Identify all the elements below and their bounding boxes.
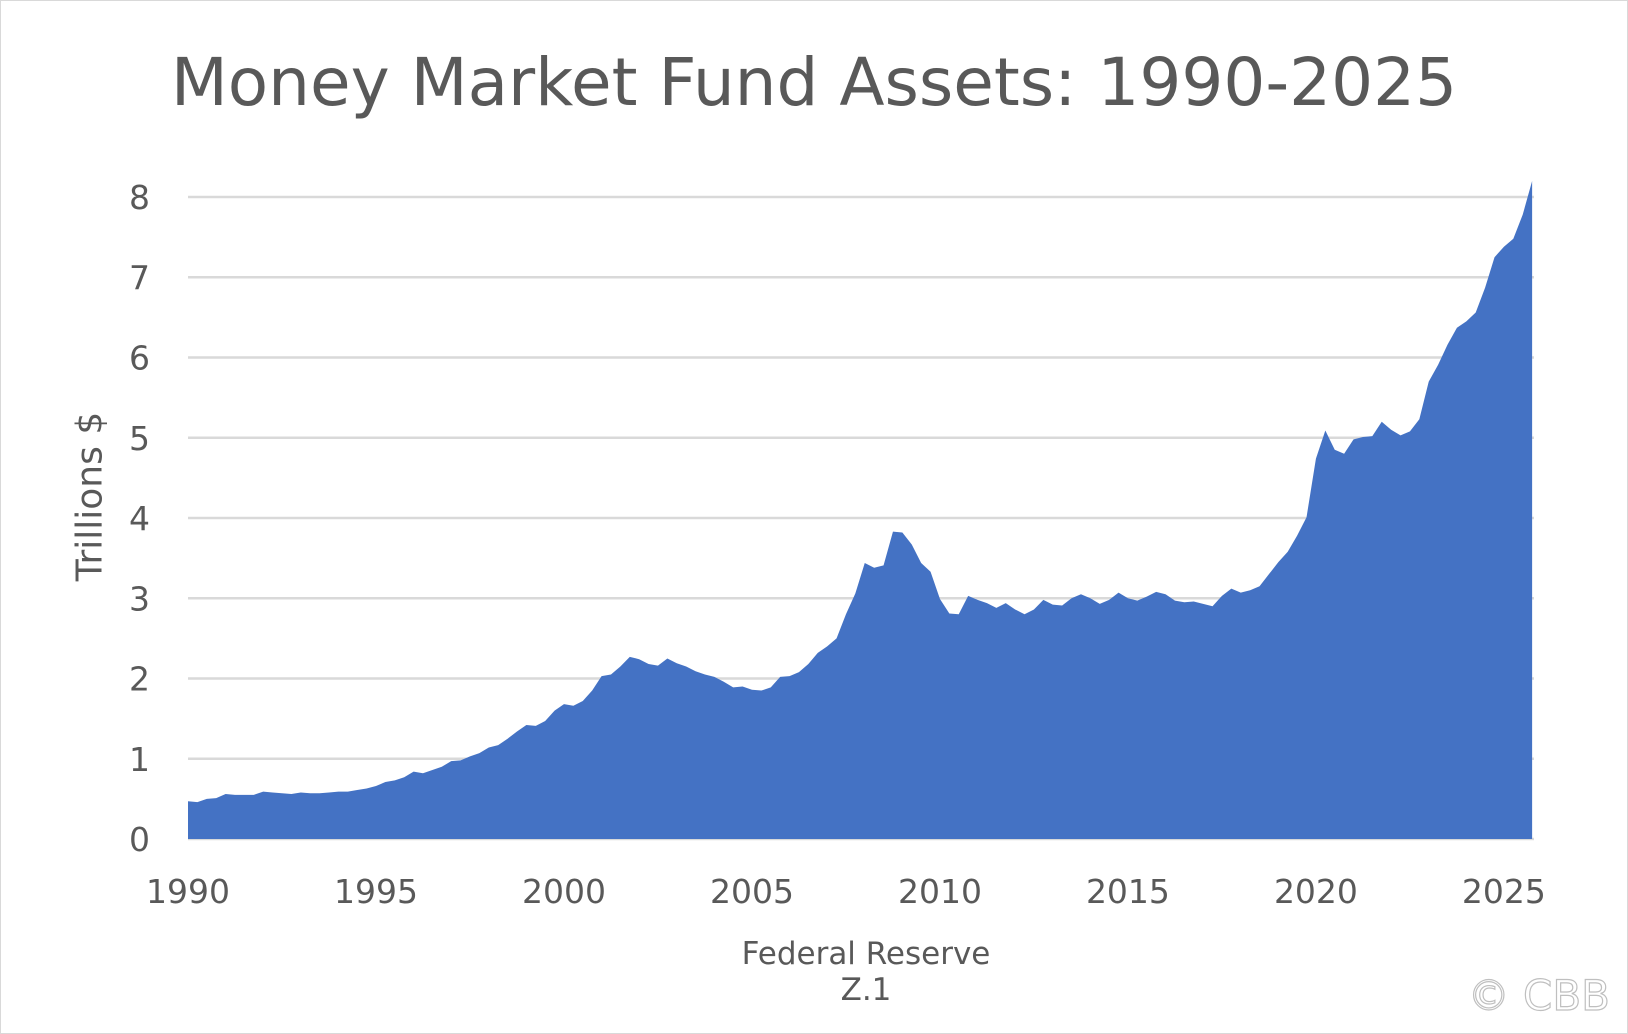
y-tick-label: 8 bbox=[129, 178, 150, 217]
area-series bbox=[188, 180, 1533, 839]
x-axis-ticks: 1990 1995 2000 2005 2010 2015 2020 2025 bbox=[146, 872, 1546, 911]
y-tick-label: 0 bbox=[129, 820, 150, 859]
y-axis-ticks: 0 1 2 3 4 5 6 7 8 bbox=[129, 178, 150, 859]
y-tick-label: 7 bbox=[129, 258, 150, 297]
y-tick-label: 6 bbox=[129, 339, 150, 378]
copyright-watermark: © CBB bbox=[1467, 970, 1611, 1020]
x-axis-label: Federal Reserve Z.1 bbox=[741, 936, 991, 1008]
x-tick-label: 2010 bbox=[898, 872, 982, 911]
area-fill bbox=[188, 180, 1533, 839]
chart-title: Money Market Fund Assets: 1990-2025 bbox=[170, 44, 1458, 121]
x-tick-label: 2020 bbox=[1274, 872, 1358, 911]
x-tick-label: 1990 bbox=[146, 872, 230, 911]
y-tick-label: 2 bbox=[129, 660, 150, 699]
x-tick-label: 2025 bbox=[1462, 872, 1546, 911]
y-tick-label: 4 bbox=[129, 499, 150, 538]
x-tick-label: 2000 bbox=[522, 872, 606, 911]
y-tick-label: 3 bbox=[129, 579, 150, 618]
x-tick-label: 1995 bbox=[334, 872, 418, 911]
x-tick-label: 2005 bbox=[710, 872, 794, 911]
y-tick-label: 5 bbox=[129, 419, 150, 458]
x-tick-label: 2015 bbox=[1086, 872, 1170, 911]
y-tick-label: 1 bbox=[129, 740, 150, 779]
